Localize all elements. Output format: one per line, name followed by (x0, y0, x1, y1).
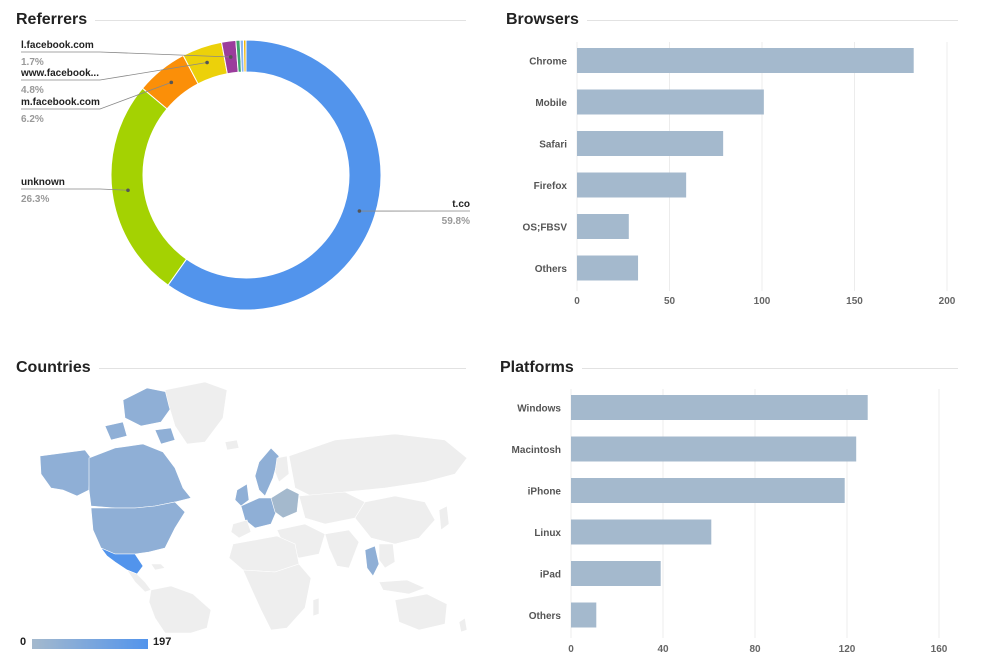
referrers-percent-l-facebook-com: 1.7% (21, 57, 44, 68)
map-country-japan[interactable] (438, 505, 450, 531)
browsers-tick-150: 150 (846, 296, 863, 307)
browsers-tick-50: 50 (664, 296, 676, 307)
platforms-title-rule (500, 368, 958, 369)
platforms-label-ipad: iPad (540, 570, 561, 581)
platforms-bar-ipad[interactable] (571, 561, 661, 586)
map-country-iberia[interactable] (230, 519, 252, 539)
countries-legend-min: 0 (20, 636, 27, 648)
browsers-label-firefox: Firefox (534, 181, 568, 192)
referrers-title: Referrers (16, 11, 96, 29)
browsers-tick-200: 200 (939, 296, 956, 307)
browsers-title-rule (506, 20, 958, 21)
platforms-tick-0: 0 (568, 644, 574, 655)
countries-legend-max: 197 (153, 636, 172, 648)
referrers-leader-dot-t-co (357, 209, 362, 213)
referrers-leader-l-facebook-com (21, 51, 231, 58)
platforms-label-macintosh: Macintosh (512, 445, 561, 456)
browsers-label-safari: Safari (539, 140, 567, 151)
platforms-label-others: Others (529, 611, 562, 622)
referrers-label-m-facebook-com: m.facebook.com (21, 97, 100, 108)
map-country-china[interactable] (354, 495, 436, 545)
referrers-leader-dot-m-facebook-com (169, 80, 174, 85)
referrers-slice-minor-7[interactable] (242, 39, 247, 73)
map-country-new-zealand[interactable] (458, 617, 468, 633)
referrers-label-www-facebook: www.facebook... (20, 68, 99, 79)
referrers-percent-m-facebook-com: 6.2% (21, 114, 44, 125)
map-country-south-america[interactable] (148, 585, 212, 633)
browsers-bar-firefox[interactable] (577, 172, 687, 198)
platforms-label-iphone: iPhone (528, 487, 562, 498)
platforms-bar-windows[interactable] (571, 395, 868, 420)
platforms-label-linux: Linux (534, 528, 561, 539)
referrers-leader-dot-l-facebook-com (228, 55, 233, 59)
referrers-leader-www-facebook (21, 62, 208, 81)
platforms-bar-macintosh[interactable] (571, 436, 857, 462)
map-country-southeast-asia[interactable] (364, 545, 380, 577)
map-country-scandinavia[interactable] (254, 447, 280, 497)
map-country-central-asia[interactable] (298, 491, 366, 525)
countries-legend: 0 197 (20, 636, 172, 652)
referrers-leader-m-facebook-com (21, 81, 172, 110)
referrers-label-t-co: t.co (452, 199, 470, 210)
browsers-bar-chrome[interactable] (577, 48, 914, 73)
countries-title-rule (16, 368, 466, 369)
map-country-russia[interactable] (288, 433, 468, 497)
map-country-alaska[interactable] (39, 449, 92, 497)
platforms-bar-iphone[interactable] (571, 478, 845, 503)
map-country-caribbean[interactable] (150, 563, 166, 571)
platforms-bar-linux[interactable] (571, 519, 712, 545)
browsers-bar-os-fbsv[interactable] (577, 214, 629, 239)
map-country-north-africa[interactable] (228, 535, 300, 573)
browsers-title: Browsers (506, 11, 587, 29)
browsers-label-chrome: Chrome (529, 57, 567, 68)
browsers-tick-100: 100 (754, 296, 771, 307)
referrers-percent-t-co: 59.8% (442, 216, 470, 227)
map-country-indonesia[interactable] (378, 579, 426, 595)
referrers-title-rule (16, 20, 466, 21)
referrers-label-unknown: unknown (21, 177, 65, 188)
map-country-iceland[interactable] (224, 439, 240, 451)
map-country-sub-saharan-africa[interactable] (242, 563, 312, 631)
platforms-tick-160: 160 (931, 644, 948, 655)
map-country-eastern-europe[interactable] (270, 487, 300, 519)
referrers-leader-unknown (21, 188, 129, 191)
map-country-indochina[interactable] (378, 543, 396, 569)
map-country-canada-islands[interactable] (104, 387, 176, 445)
browsers-bar-mobile[interactable] (577, 89, 764, 115)
platforms-title: Platforms (500, 359, 582, 377)
countries-title: Countries (16, 359, 99, 377)
referrers-leader-dot-www-facebook (205, 60, 209, 65)
referrers-percent-www-facebook: 4.8% (21, 85, 44, 96)
browsers-label-others: Others (535, 264, 568, 275)
platforms-tick-120: 120 (839, 644, 856, 655)
browsers-label-os-fbsv: OS;FBSV (523, 223, 568, 234)
platforms-label-windows: Windows (517, 404, 561, 415)
platforms-tick-80: 80 (749, 644, 761, 655)
map-country-india[interactable] (324, 529, 360, 569)
map-country-madagascar[interactable] (312, 597, 320, 617)
map-country-canada[interactable] (88, 443, 192, 509)
platforms-bar-others[interactable] (571, 602, 597, 628)
map-country-central-america[interactable] (126, 569, 152, 593)
platforms-bar-chart: Windows Macintosh iPhone Linux iPad Others 0 40… (512, 389, 948, 655)
browsers-bar-others[interactable] (577, 255, 639, 281)
referrers-leader-dot-unknown (126, 188, 130, 193)
platforms-tick-40: 40 (657, 644, 669, 655)
map-country-usa[interactable] (90, 501, 186, 555)
map-country-uk[interactable] (234, 483, 250, 507)
browsers-label-mobile: Mobile (535, 98, 567, 109)
browsers-bar-safari[interactable] (577, 131, 724, 156)
referrers-slice-unknown[interactable] (110, 87, 188, 286)
referrers-label-l-facebook-com: l.facebook.com (21, 40, 94, 51)
countries-world-map (39, 381, 468, 633)
map-country-australia[interactable] (394, 593, 448, 631)
referrers-slice-t-co[interactable] (167, 39, 382, 311)
referrers-donut-chart: t.co 59.8% unknown 26.3% m.facebook.com 6.2% w… (20, 39, 470, 311)
referrers-percent-unknown: 26.3% (21, 194, 49, 205)
map-country-finland[interactable] (274, 455, 290, 483)
map-country-greenland[interactable] (164, 381, 228, 445)
countries-legend-gradient (32, 639, 148, 649)
browsers-tick-0: 0 (574, 296, 580, 307)
browsers-bar-chart: Chrome Mobile Safari Firefox OS;FBSV Others 0 5… (523, 42, 956, 307)
